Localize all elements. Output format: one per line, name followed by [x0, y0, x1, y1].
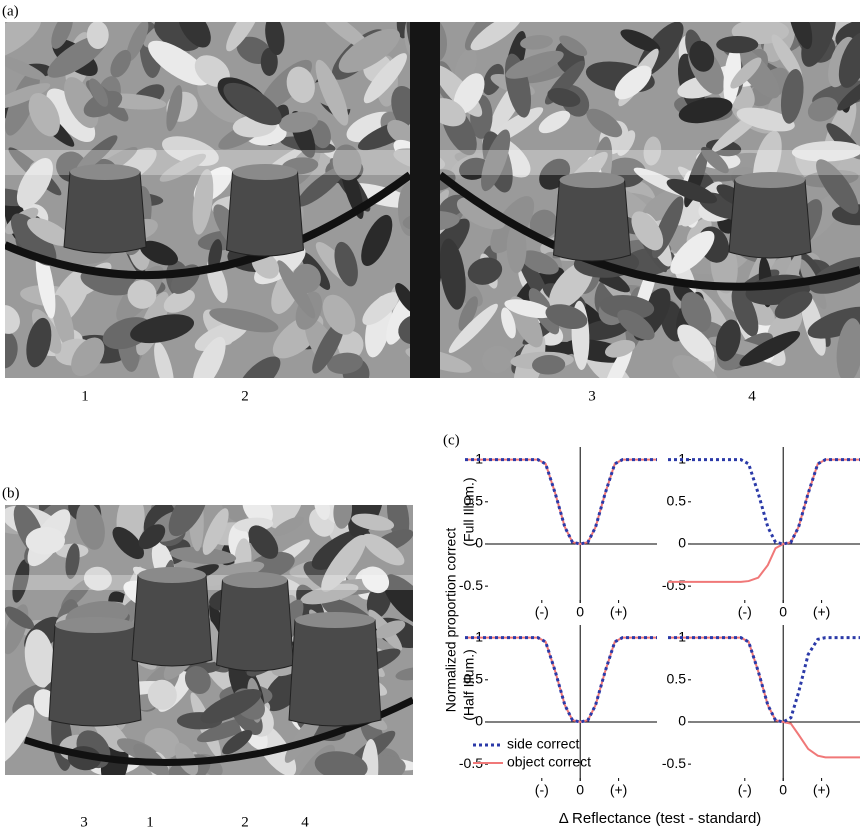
- object-top: [223, 572, 288, 588]
- object-label: 2: [241, 814, 249, 830]
- x-tick-label: (-): [738, 782, 752, 798]
- object-top: [560, 172, 625, 188]
- x-tick-label: (+): [813, 782, 831, 798]
- x-tick-label: 0: [779, 782, 787, 798]
- object: [289, 620, 381, 726]
- figure: (a) (b) (c) Normalized proportion correc…: [0, 0, 863, 832]
- object: [49, 625, 141, 726]
- shelf: [5, 575, 413, 590]
- object-label: 3: [588, 388, 596, 404]
- series-line: [465, 638, 657, 722]
- x-tick-label: 0: [576, 604, 584, 620]
- object-label: 4: [301, 814, 309, 830]
- x-axis-label: Δ Reflectance (test - standard): [559, 810, 762, 827]
- series-line: [668, 638, 860, 722]
- object: [132, 575, 212, 666]
- panel-label: (a): [2, 3, 19, 19]
- object-top: [70, 164, 140, 180]
- object-top: [55, 617, 135, 633]
- series-line: [465, 460, 657, 544]
- object-top: [295, 612, 375, 628]
- object: [217, 580, 294, 671]
- object: [729, 180, 811, 258]
- object-top: [138, 567, 206, 583]
- panel-label: (c): [443, 432, 460, 448]
- x-tick-label: (-): [535, 782, 549, 798]
- legend-label: side correct: [507, 736, 579, 752]
- x-tick-label: (+): [610, 782, 628, 798]
- y-tick-label: 0: [678, 535, 686, 551]
- object: [227, 172, 304, 256]
- series-line: [668, 638, 860, 758]
- series-line: [668, 460, 860, 582]
- x-tick-label: 0: [576, 782, 584, 798]
- y-tick-label: -0.5: [459, 577, 483, 593]
- page: (a) (b) (c) Normalized proportion correc…: [0, 0, 863, 832]
- y-tick-label: -0.5: [662, 755, 686, 771]
- object-label: 1: [146, 814, 154, 830]
- series-line: [465, 460, 657, 544]
- y-tick-label: 0: [475, 535, 483, 551]
- y-tick-label: 0: [678, 713, 686, 729]
- pattern-blob: [716, 36, 758, 53]
- y-tick-label: 0.5: [667, 671, 687, 687]
- object-top: [233, 164, 298, 180]
- object: [554, 180, 631, 261]
- object-top: [735, 172, 805, 188]
- object-label: 4: [748, 388, 756, 404]
- photo-b: [0, 475, 439, 810]
- x-tick-label: (+): [610, 604, 628, 620]
- object-label: 1: [81, 388, 89, 404]
- object-label: 2: [241, 388, 249, 404]
- y-tick-label: -0.5: [662, 577, 686, 593]
- x-tick-label: (-): [535, 604, 549, 620]
- photo-a: [0, 0, 863, 404]
- y-axis-label: Normalized proportion correct: [443, 528, 459, 713]
- object-label: 3: [80, 814, 88, 830]
- object: [64, 172, 146, 253]
- x-tick-label: 0: [779, 604, 787, 620]
- series-line: [668, 460, 860, 544]
- panel-label: (b): [2, 485, 20, 501]
- legend-label: object correct: [507, 754, 591, 770]
- divider: [410, 22, 440, 378]
- y-tick-label: 0.5: [667, 493, 687, 509]
- y-tick-label: 0: [475, 713, 483, 729]
- y-tick-label: 0.5: [464, 493, 484, 509]
- y-tick-label: 0.5: [464, 671, 484, 687]
- x-tick-label: (+): [813, 604, 831, 620]
- x-tick-label: (-): [738, 604, 752, 620]
- series-line: [465, 638, 657, 722]
